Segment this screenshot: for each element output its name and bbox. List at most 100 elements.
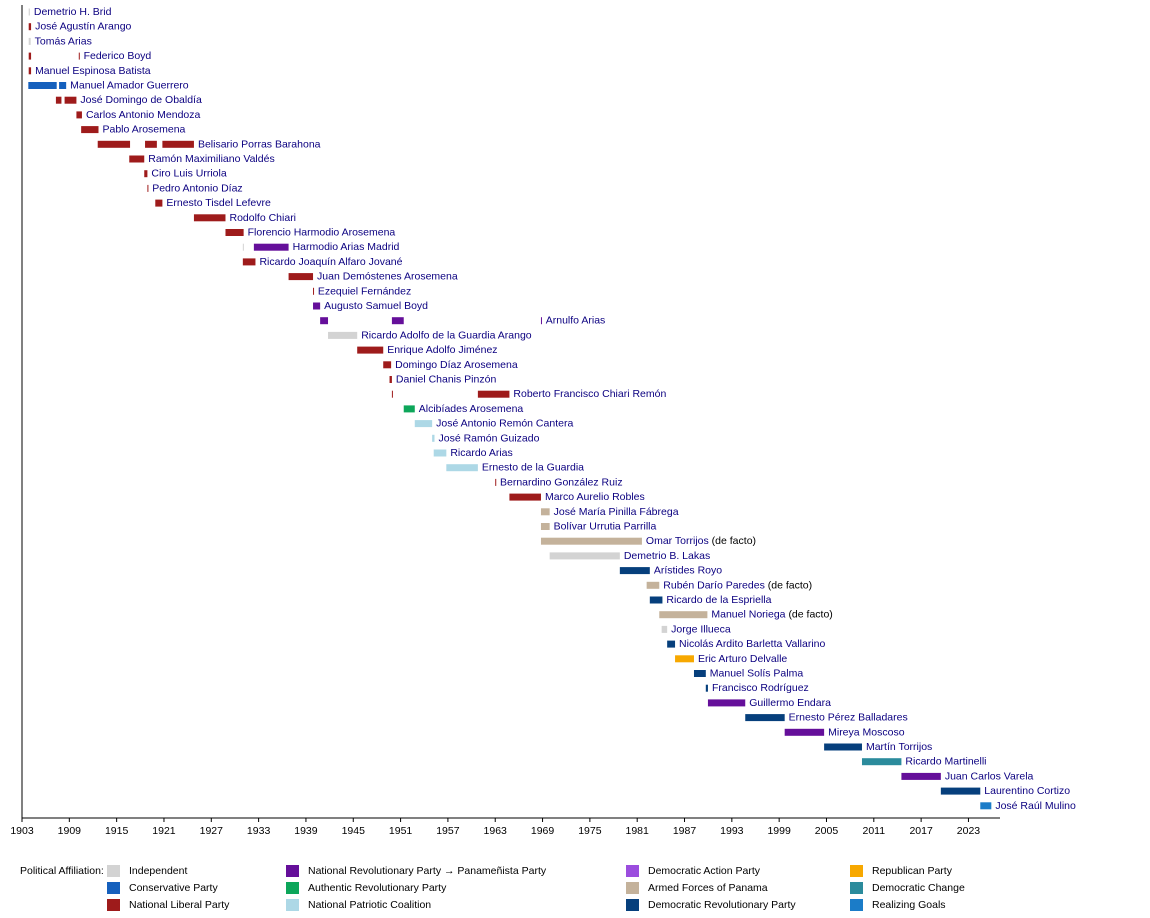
president-row: Pedro Antonio Díaz <box>152 182 242 194</box>
term-bar <box>414 420 433 428</box>
president-name: Demetrio B. Lakas <box>624 550 710 562</box>
president-row: Manuel Espinosa Batista <box>35 65 151 77</box>
president-row: Ernesto Pérez Balladares <box>789 711 908 723</box>
term-bar <box>253 243 289 251</box>
term-bar <box>76 111 82 119</box>
term-bar <box>619 567 650 575</box>
term-bar <box>147 184 149 192</box>
president-row: Manuel Solís Palma <box>710 667 804 679</box>
president-name: Eric Arturo Delvalle <box>698 653 787 665</box>
x-tick-label: 1957 <box>436 825 460 837</box>
term-bar <box>391 390 393 398</box>
president-name: Ciro Luis Urriola <box>151 167 226 179</box>
president-row: Rodolfo Chiari <box>229 212 296 224</box>
president-row: Enrique Adolfo Jiménez <box>387 344 497 356</box>
president-name: Juan Demóstenes Arosemena <box>317 270 458 282</box>
president-name: Juan Carlos Varela <box>945 770 1034 782</box>
legend-swatch <box>850 899 863 911</box>
president-row: Ricardo Adolfo de la Guardia Arango <box>361 329 532 341</box>
x-tick-label: 1915 <box>105 825 129 837</box>
president-row: José Ramón Guizado <box>438 432 539 444</box>
term-bar <box>861 758 902 766</box>
term-bar <box>28 8 30 16</box>
president-name: Alcibíades Arosemena <box>419 403 524 415</box>
term-bar <box>55 96 62 104</box>
president-row: Mireya Moscoso <box>828 726 905 738</box>
term-bar <box>540 508 550 516</box>
term-bar <box>313 302 321 310</box>
president-note: (de facto) <box>788 608 832 620</box>
term-bar <box>646 581 660 589</box>
x-tick-label: 1903 <box>10 825 34 837</box>
president-row: Manuel Noriega (de facto) <box>711 608 832 620</box>
legend-label: National Liberal Party <box>129 899 230 911</box>
term-bar <box>446 464 478 472</box>
x-tick-label: 2011 <box>863 825 886 837</box>
x-tick-label: 1933 <box>247 825 271 837</box>
legend-swatch <box>286 865 299 877</box>
president-name: Pablo Arosemena <box>103 123 186 135</box>
legend-swatch <box>850 882 863 894</box>
president-row: Augusto Samuel Boyd <box>324 300 428 312</box>
president-name: Ramón Maximiliano Valdés <box>148 153 274 165</box>
legend-label: Armed Forces of Panama <box>648 882 768 894</box>
president-row: Tomás Arias <box>35 35 92 47</box>
term-bar <box>288 273 314 281</box>
president-name: Arnulfo Arias <box>546 314 606 326</box>
president-row: Francisco Rodríguez <box>712 682 809 694</box>
term-bar <box>328 331 358 339</box>
term-bar <box>28 67 32 75</box>
term-bar <box>940 787 981 795</box>
president-name: José Ramón Guizado <box>438 432 539 444</box>
term-bar <box>162 140 194 148</box>
president-name: Pedro Antonio Díaz <box>152 182 242 194</box>
x-tick-label: 1975 <box>578 825 602 837</box>
term-bar <box>320 317 329 325</box>
president-name: José Domingo de Obaldía <box>80 94 202 106</box>
president-row: José Agustín Arango <box>35 20 131 32</box>
term-bar <box>59 82 67 89</box>
president-row: Demetrio B. Lakas <box>624 550 710 562</box>
president-name: Bernardino González Ruiz <box>500 476 623 488</box>
x-tick-label: 1909 <box>58 825 82 837</box>
president-name: Ernesto Pérez Balladares <box>789 711 908 723</box>
president-name: Daniel Chanis Pinzón <box>396 373 497 385</box>
president-name: Domingo Díaz Arosemena <box>395 359 518 371</box>
legend-label: Authentic Revolutionary Party <box>308 882 447 894</box>
term-bar <box>78 52 80 60</box>
x-tick-label: 1993 <box>720 825 744 837</box>
president-row: Harmodio Arias Madrid <box>293 241 400 253</box>
legend-swatch <box>286 882 299 894</box>
president-row: Manuel Amador Guerrero <box>70 79 189 91</box>
x-tick-label: 1987 <box>673 825 697 837</box>
term-bar <box>403 405 415 413</box>
president-name: Augusto Samuel Boyd <box>324 300 428 312</box>
term-bar <box>64 96 77 104</box>
term-bar <box>383 361 392 369</box>
president-row: Jorge Illueca <box>671 623 731 635</box>
term-bar <box>540 523 550 530</box>
president-name: Omar Torrijos <box>646 535 709 547</box>
president-note: (de facto) <box>712 535 756 547</box>
president-row: José Raúl Mulino <box>995 800 1076 812</box>
x-tick-label: 1963 <box>484 825 508 837</box>
president-name: Ricardo de la Espriella <box>666 594 771 606</box>
term-bar <box>97 140 131 148</box>
x-tick-label: 1945 <box>342 825 366 837</box>
president-name: Roberto Francisco Chiari Remón <box>513 388 666 400</box>
x-tick-label: 1981 <box>626 825 650 837</box>
president-name: Carlos Antonio Mendoza <box>86 109 201 121</box>
president-name: Laurentino Cortizo <box>984 785 1070 797</box>
president-note: (de facto) <box>768 579 812 591</box>
term-bar <box>693 670 706 677</box>
legend-swatch <box>626 899 639 911</box>
president-row: Pablo Arosemena <box>103 123 186 135</box>
x-tick-label: 1921 <box>152 825 176 837</box>
president-name: Demetrio H. Brid <box>34 6 112 18</box>
legend-label: Democratic Action Party <box>648 865 761 877</box>
president-row: Daniel Chanis Pinzón <box>396 373 497 385</box>
president-name: José Antonio Remón Cantera <box>436 417 573 429</box>
president-name: Tomás Arias <box>35 35 92 47</box>
legend-label: Democratic Change <box>872 882 965 894</box>
